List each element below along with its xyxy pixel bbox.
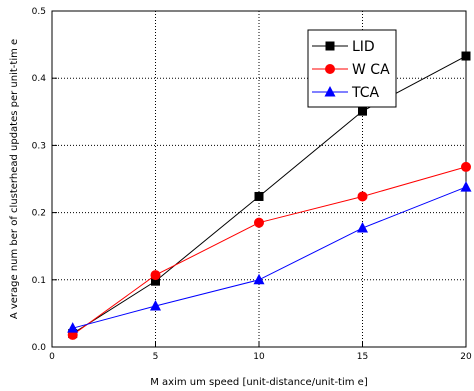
x-tick-label: 15 bbox=[357, 352, 368, 362]
data-point bbox=[67, 322, 79, 333]
legend-label: LID bbox=[352, 39, 375, 55]
x-tick-label: 0 bbox=[49, 352, 55, 362]
y-tick-label: 0.5 bbox=[32, 7, 46, 17]
y-tick-label: 0.4 bbox=[32, 74, 47, 84]
data-point bbox=[357, 191, 368, 202]
legend: LID W CA TCA bbox=[307, 29, 397, 108]
data-point bbox=[358, 106, 367, 116]
data-point bbox=[150, 270, 161, 281]
data-point bbox=[254, 191, 264, 201]
x-tick-label: 20 bbox=[460, 352, 472, 362]
series-line bbox=[72, 166, 467, 336]
series-tca bbox=[67, 181, 472, 333]
data-point bbox=[151, 276, 160, 286]
x-axis-title: M axim um speed [unit-distance/unit-tim … bbox=[150, 377, 368, 388]
series-line bbox=[72, 186, 467, 329]
y-tick-label: 0.3 bbox=[32, 141, 46, 151]
x-tick-label: 10 bbox=[253, 352, 265, 362]
data-point bbox=[253, 273, 265, 285]
data-point bbox=[357, 222, 368, 233]
data-point bbox=[461, 161, 471, 172]
y-tick-label: 0.0 bbox=[32, 343, 47, 353]
legend-label: W CA bbox=[352, 62, 390, 78]
legend-marker bbox=[325, 41, 335, 51]
series-layer bbox=[67, 51, 472, 340]
legend-marker bbox=[325, 64, 335, 74]
legend-marker bbox=[324, 86, 336, 97]
x-tick-label: 5 bbox=[153, 352, 159, 362]
ticks: 0 5 10 15 20 0.0 0.1 0.2 0.3 0.4 0.5 bbox=[32, 7, 472, 362]
y-axis-title: A verage num ber of clusterhead updates … bbox=[9, 39, 20, 319]
data-point bbox=[254, 217, 264, 228]
grid bbox=[52, 11, 466, 347]
y-tick-label: 0.2 bbox=[32, 209, 46, 219]
data-point bbox=[150, 300, 161, 311]
data-point bbox=[461, 51, 471, 61]
data-point bbox=[460, 181, 472, 192]
legend-label: TCA bbox=[351, 85, 380, 101]
y-tick-label: 0.1 bbox=[32, 276, 46, 286]
